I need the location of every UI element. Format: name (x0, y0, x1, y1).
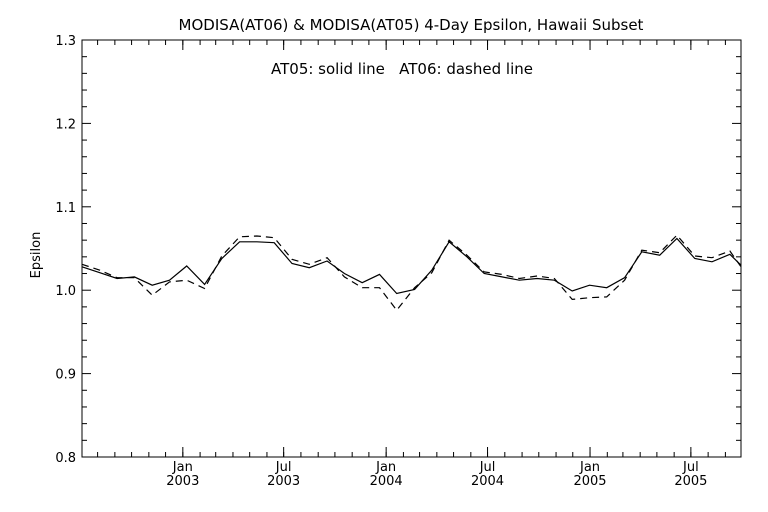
series-line-at05 (81, 237, 742, 295)
x-tick-month-label: Jan (579, 460, 600, 475)
x-tick-year-label: 2003 (267, 474, 300, 489)
y-axis-label: Epsilon (29, 232, 44, 279)
x-tick-year-label: 2005 (573, 474, 606, 489)
y-tick-label: 1.1 (55, 201, 76, 216)
x-axis: Jan2003Jul2003Jan2004Jul2004Jan2005Jul20… (97, 40, 726, 489)
y-tick-label: 1.3 (55, 34, 76, 49)
x-tick-year-label: 2004 (471, 474, 504, 489)
y-tick-label: 0.9 (55, 368, 76, 383)
y-axis: 0.8 0.9 1.0 1.1 1.2 1.3 (55, 34, 741, 466)
y-tick-label: 1.0 (55, 284, 76, 299)
x-tick-month-label: Jul (275, 460, 292, 475)
y-tick-label: 1.2 (55, 117, 76, 132)
y-tick-label: 0.8 (55, 451, 76, 466)
x-tick-month-label: Jan (375, 460, 396, 475)
chart-title: MODISA(AT06) & MODISA(AT05) 4-Day Epsilo… (179, 16, 644, 34)
line-style-legend: AT05: solid line AT06: dashed line (271, 60, 533, 78)
x-tick-year-label: 2004 (370, 474, 403, 489)
x-tick-year-label: 2003 (166, 474, 199, 489)
plot-frame (81, 39, 742, 458)
x-tick-year-label: 2005 (674, 474, 707, 489)
series-layer (81, 234, 742, 312)
x-tick-month-label: Jan (172, 460, 193, 475)
series-line-at06 (81, 234, 742, 312)
x-tick-month-label: Jul (682, 460, 699, 475)
x-tick-month-label: Jul (479, 460, 496, 475)
